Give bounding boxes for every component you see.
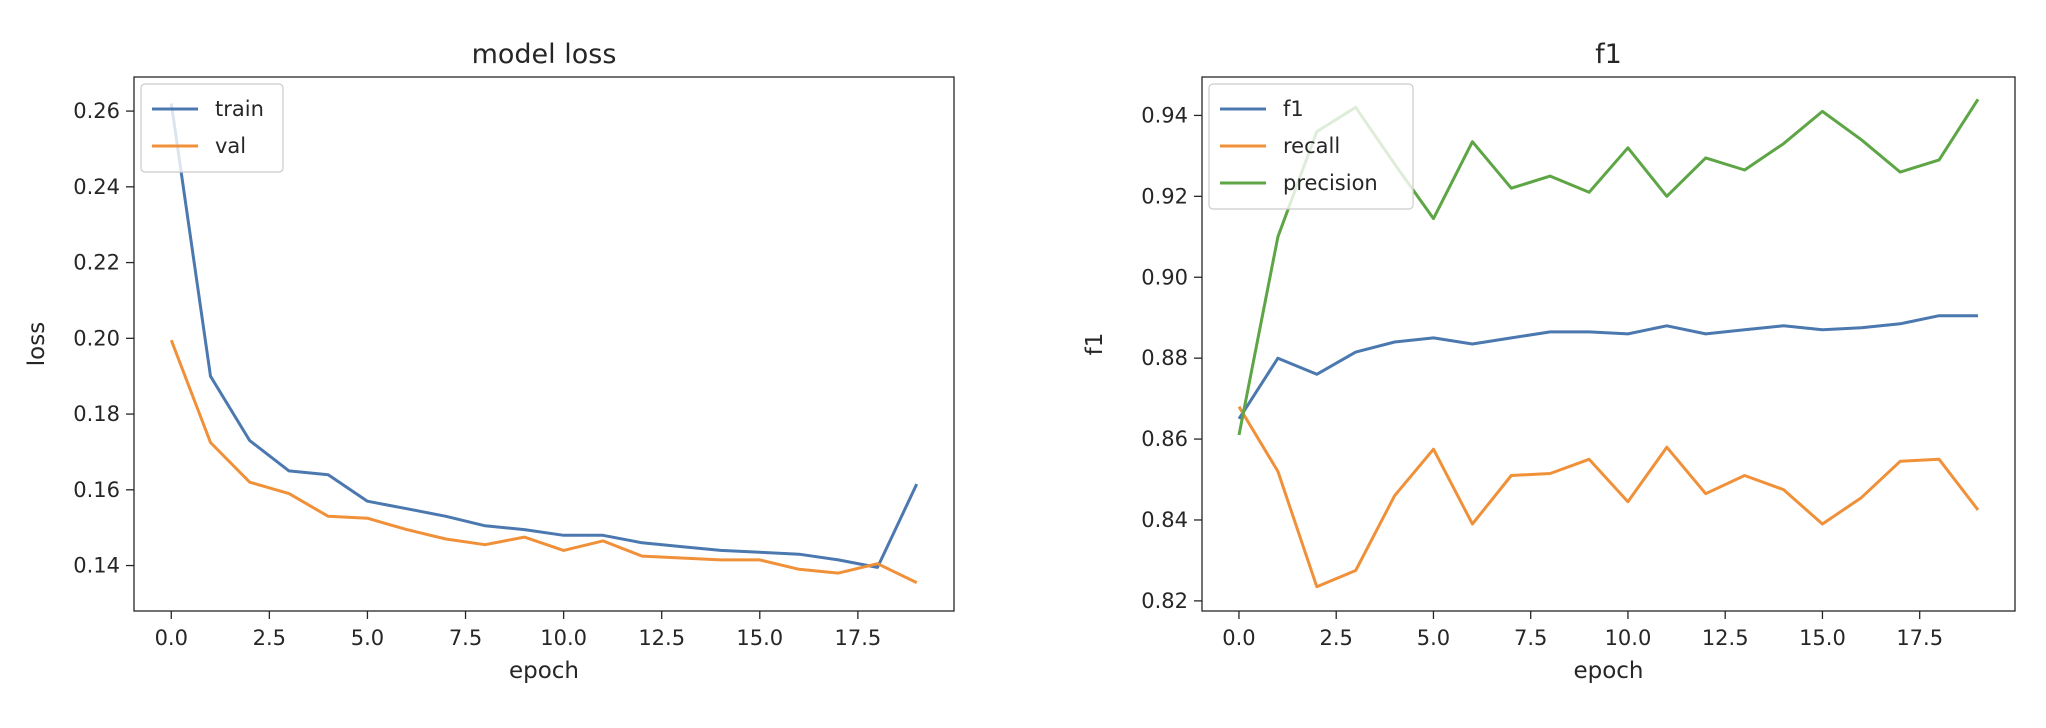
y-axis-label: f1 [1082, 333, 1108, 356]
chart-2: 0.0 2.5 5.0 7.5 10.0 12.5 15.0 17.5 0.82 0.84 0.86… [1082, 39, 2016, 684]
y-tick-label: 0.14 [73, 554, 120, 578]
x-tick-label: 7.5 [1514, 626, 1547, 650]
y-tick-label: 0.24 [73, 175, 120, 199]
x-tick-label: 15.0 [736, 626, 783, 650]
legend-box [140, 83, 284, 173]
y-tick-label: 0.16 [73, 478, 120, 502]
legend-label: val [215, 134, 246, 158]
y-tick-label: 0.84 [1141, 508, 1188, 532]
y-tick-label: 0.22 [73, 251, 120, 275]
x-tick-label: 7.5 [449, 626, 482, 650]
y-tick-label: 0.82 [1141, 589, 1188, 613]
x-tick-label: 2.5 [253, 626, 286, 650]
x-tick-label: 10.0 [1605, 626, 1652, 650]
y-axis-label: loss [24, 322, 50, 366]
legend-label: f1 [1283, 97, 1304, 121]
chart-title: f1 [1595, 39, 1622, 70]
x-axis-label: epoch [1573, 658, 1643, 684]
series-line-train [169, 103, 919, 569]
series-line-val [169, 339, 918, 584]
y-tick-label: 0.94 [1141, 103, 1188, 127]
legend-label: train [215, 97, 264, 121]
series-line-f1 [1237, 314, 1978, 420]
legend-label: precision [1283, 171, 1378, 195]
x-tick-label: 5.0 [351, 626, 384, 650]
x-tick-label: 15.0 [1799, 626, 1846, 650]
x-axis-label: epoch [509, 658, 579, 684]
x-tick-label: 12.5 [1702, 626, 1749, 650]
x-tick-label: 2.5 [1320, 626, 1353, 650]
y-tick-label: 0.20 [73, 326, 120, 350]
legend-label: recall [1283, 134, 1340, 158]
x-tick-label: 17.5 [834, 626, 881, 650]
y-tick-label: 0.26 [73, 99, 120, 123]
series-line-recall [1237, 405, 1980, 589]
chart-1: 0.0 2.5 5.0 7.5 10.0 12.5 15.0 17.5 0.14 0.16 0.18… [24, 39, 955, 684]
x-tick-label: 12.5 [638, 626, 685, 650]
y-tick-label: 0.88 [1141, 346, 1188, 370]
y-tick-label: 0.18 [73, 402, 120, 426]
y-tick-label: 0.92 [1141, 184, 1188, 208]
x-tick-label: 0.0 [155, 626, 188, 650]
y-tick-label: 0.86 [1141, 427, 1188, 451]
legend-box [1208, 83, 1414, 210]
x-tick-label: 5.0 [1417, 626, 1450, 650]
x-tick-label: 0.0 [1222, 626, 1255, 650]
y-tick-label: 0.90 [1141, 265, 1188, 289]
chart-title: model loss [472, 39, 617, 70]
x-tick-label: 10.0 [540, 626, 587, 650]
x-tick-label: 17.5 [1896, 626, 1943, 650]
